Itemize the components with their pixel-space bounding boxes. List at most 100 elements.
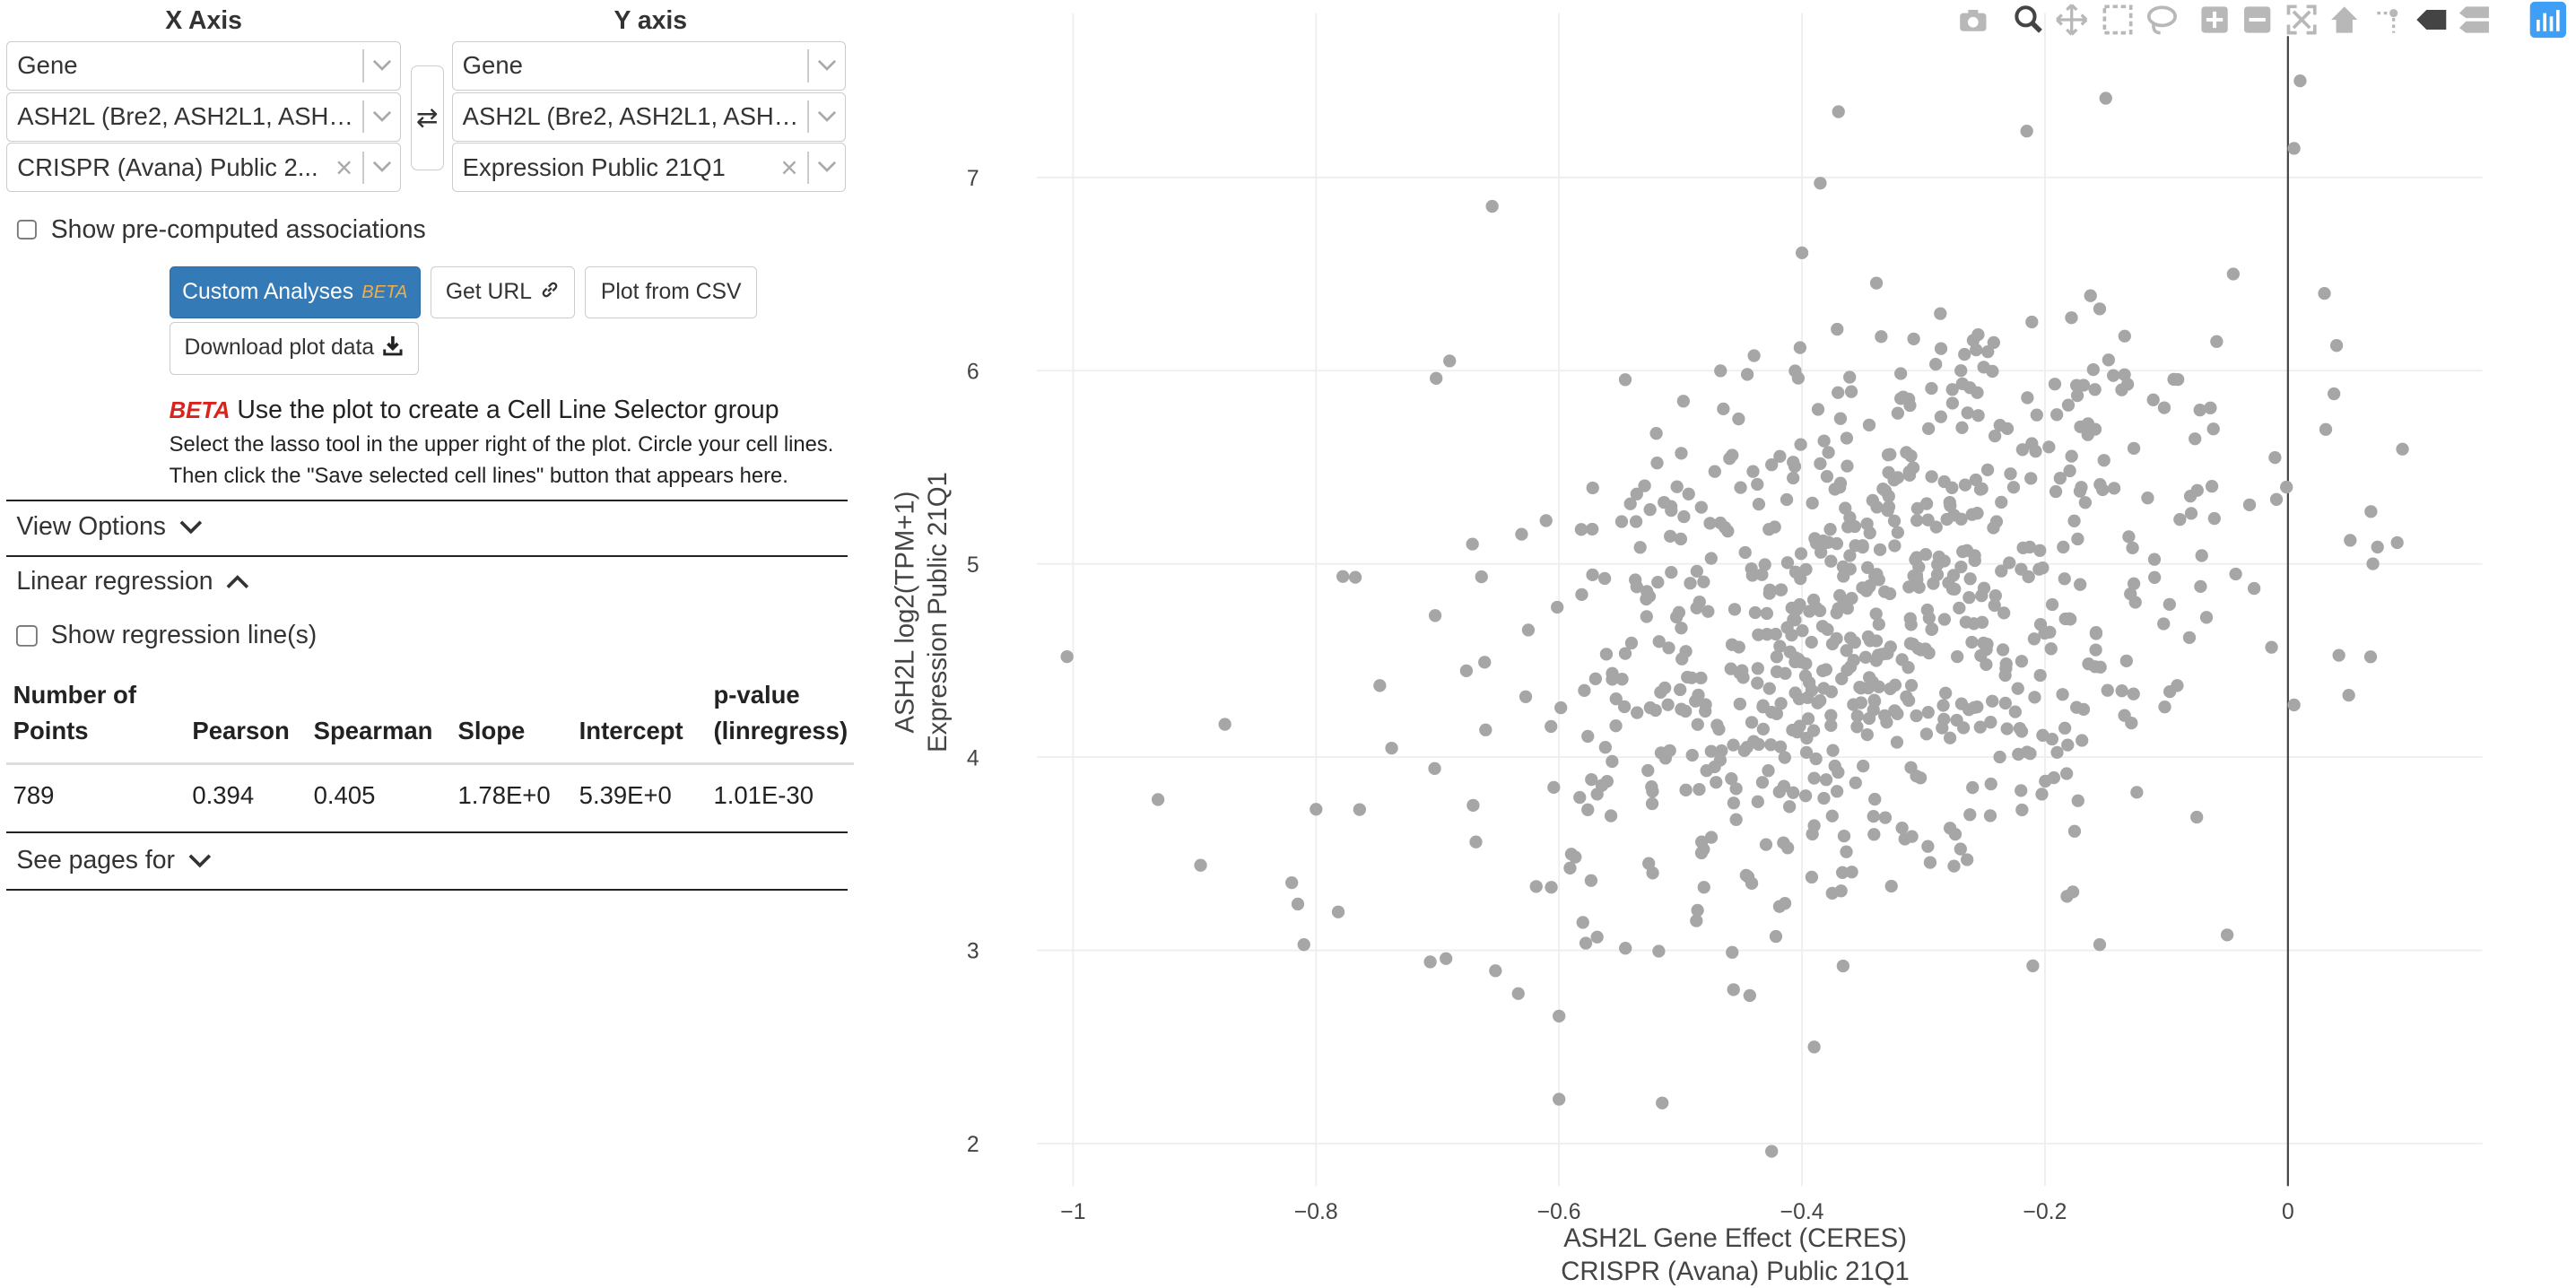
data-point[interactable] [1765,705,1779,719]
see-pages-for-toggle[interactable]: See pages for [16,846,211,875]
data-point[interactable] [2073,484,2087,498]
data-point[interactable] [1813,604,1827,618]
data-point[interactable] [1876,482,1890,496]
data-point[interactable] [1963,381,1977,395]
data-point[interactable] [1954,364,1968,378]
data-point[interactable] [2076,379,2091,392]
data-point[interactable] [1710,718,1724,732]
clear-icon[interactable]: × [335,150,353,184]
data-point[interactable] [1888,704,1902,718]
data-point[interactable] [1691,718,1704,731]
data-point[interactable] [2029,444,2042,458]
data-point[interactable] [1873,543,1887,556]
data-point[interactable] [1869,276,1884,290]
data-point[interactable] [2016,541,2030,554]
data-point[interactable] [1690,564,1704,578]
data-point[interactable] [1789,651,1803,665]
data-point[interactable] [2088,660,2102,674]
download-plot-data-button[interactable]: Download plot data [169,321,420,375]
chevron-down-icon[interactable] [364,161,400,174]
data-point[interactable] [1676,395,1690,408]
data-point[interactable] [1617,700,1632,714]
data-point[interactable] [1581,803,1595,816]
data-point[interactable] [1849,776,1862,789]
data-point[interactable] [2089,626,2103,640]
data-point[interactable] [1836,560,1850,574]
data-point[interactable] [1881,448,1895,462]
data-point[interactable] [1860,517,1874,531]
data-point[interactable] [2366,557,2380,570]
data-point[interactable] [1833,588,1847,603]
data-point[interactable] [1708,465,1721,478]
data-point[interactable] [1880,716,1893,729]
data-point[interactable] [1961,406,1974,420]
data-point[interactable] [1824,718,1838,732]
data-point[interactable] [1854,696,1867,709]
data-point[interactable] [1942,576,1955,589]
data-point[interactable] [1821,622,1834,637]
data-point[interactable] [1975,588,1989,603]
data-point[interactable] [1654,746,1668,760]
data-point[interactable] [1875,648,1888,661]
data-point[interactable] [1218,718,1231,731]
data-point[interactable] [1710,776,1723,789]
data-point[interactable] [2229,567,2242,581]
data-point[interactable] [1736,664,1749,677]
data-point[interactable] [1871,648,1885,662]
data-point[interactable] [2069,379,2084,392]
data-point[interactable] [2128,596,2142,609]
data-point[interactable] [1645,780,1658,794]
data-point[interactable] [1752,628,1765,641]
data-point[interactable] [1906,461,1920,474]
data-point[interactable] [1618,373,1632,387]
data-point[interactable] [1937,474,1951,489]
data-point[interactable] [1819,663,1832,676]
data-point[interactable] [1841,459,1854,473]
data-point[interactable] [1904,679,1919,692]
data-point[interactable] [1779,666,1792,680]
data-point[interactable] [1954,697,1969,710]
data-point[interactable] [1833,476,1848,490]
data-point[interactable] [1721,525,1735,538]
data-point[interactable] [1805,635,1818,649]
data-point[interactable] [1674,683,1687,697]
data-point[interactable] [1870,500,1884,514]
data-point[interactable] [2146,393,2160,406]
data-point[interactable] [1758,558,1771,571]
data-point[interactable] [2280,480,2293,494]
data-point[interactable] [1606,673,1619,686]
data-point[interactable] [2118,709,2131,722]
data-point[interactable] [1785,601,1798,615]
data-point[interactable] [1945,481,1959,494]
data-point[interactable] [1840,431,1854,445]
data-point[interactable] [1859,584,1874,597]
data-point[interactable] [2062,612,2076,625]
data-point[interactable] [1614,515,1629,528]
data-point[interactable] [1459,664,1474,677]
data-point[interactable] [1858,650,1873,664]
data-point[interactable] [1665,503,1678,518]
data-point[interactable] [1980,642,1993,657]
data-point[interactable] [1822,446,1835,459]
data-point[interactable] [2207,511,2221,526]
data-point[interactable] [2124,587,2137,601]
data-point[interactable] [1878,585,1892,598]
y-gene-select[interactable]: ASH2L (Bre2, ASH2L1, ASH2... [451,91,847,142]
data-point[interactable] [1896,390,1910,404]
data-point[interactable] [1824,685,1839,699]
data-point[interactable] [1973,483,1988,496]
data-point[interactable] [1788,459,1802,474]
data-point[interactable] [1904,761,1918,774]
data-point[interactable] [1904,618,1918,631]
data-point[interactable] [2127,577,2141,590]
data-point[interactable] [1910,770,1923,783]
data-point[interactable] [1944,499,1957,512]
data-point[interactable] [1760,628,1774,641]
data-point[interactable] [1996,643,2010,657]
data-point[interactable] [1428,609,1442,622]
y-dataset-select[interactable]: Expression Public 21Q1 × [451,143,847,193]
data-point[interactable] [1984,777,1997,791]
data-point[interactable] [2057,540,2070,554]
data-point[interactable] [1778,897,1792,910]
data-point[interactable] [1575,587,1588,601]
